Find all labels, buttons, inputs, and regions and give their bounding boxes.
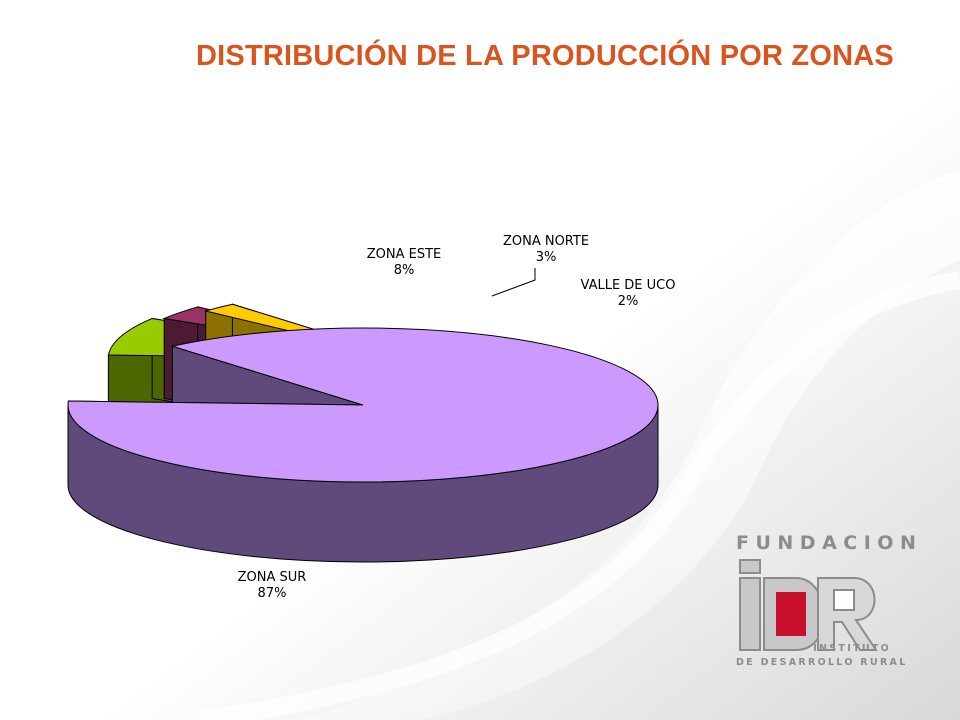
logo-line-1: INSTITUTO	[813, 643, 891, 654]
slice-label: ZONA NORTE	[503, 234, 589, 249]
leader-line	[491, 268, 536, 297]
idr-logo: FUNDACION INSTITUTO DE DESARROLLO RURAL	[736, 532, 923, 672]
slide-title: DISTRIBUCIÓN DE LA PRODUCCIÓN POR ZONAS	[196, 40, 894, 72]
slice-top	[67, 327, 659, 483]
slice-value-label: 8%	[394, 263, 415, 278]
logo-line-2: DE DESARROLLO RURAL	[736, 657, 908, 668]
slice-value-label: 87%	[258, 586, 287, 601]
slice-label: VALLE DE UCO	[581, 278, 676, 293]
pie-slice-zona-sur	[67, 327, 659, 563]
slice-label: ZONA ESTE	[367, 247, 442, 262]
slice-value-label: 2%	[618, 294, 639, 309]
logo-top-text: FUNDACION	[736, 532, 923, 554]
slice-value-label: 3%	[536, 250, 557, 265]
logo-mark-icon	[739, 559, 878, 651]
slice-label: ZONA SUR	[238, 570, 307, 585]
